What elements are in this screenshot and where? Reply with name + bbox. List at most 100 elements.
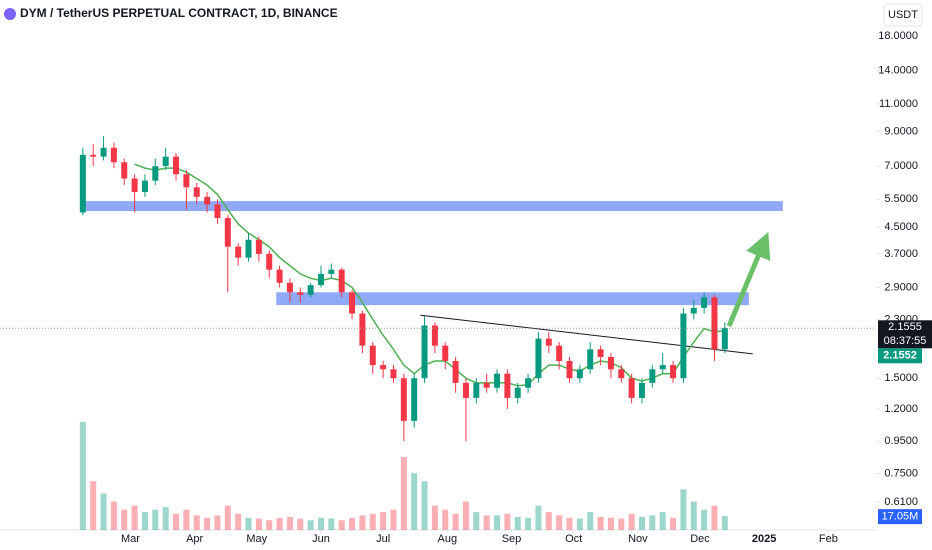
candle-body <box>638 382 645 398</box>
candle-body <box>338 269 345 293</box>
volume-bar <box>141 512 148 530</box>
volume-bar <box>659 512 666 530</box>
volume-bar <box>411 473 418 530</box>
volume-bar <box>711 505 718 530</box>
volume-bar <box>514 517 521 530</box>
currency-box[interactable] <box>883 3 923 27</box>
candle-body <box>576 369 583 379</box>
volume-bar <box>607 517 614 530</box>
candle-body <box>79 154 86 213</box>
volume-bar <box>597 517 604 530</box>
price-zone <box>80 201 783 212</box>
candle-body <box>431 325 438 346</box>
candle-body <box>649 369 656 383</box>
volume-bar <box>380 512 387 530</box>
x-tick-label: Nov <box>628 533 648 545</box>
candle-body <box>162 156 169 167</box>
candle-body <box>235 246 242 258</box>
candle-body <box>442 345 449 361</box>
candle-body <box>100 147 107 157</box>
candle-body <box>607 356 614 370</box>
candle-body <box>255 239 262 254</box>
x-tick-label: 2025 <box>752 533 776 545</box>
x-tick-label: Aug <box>438 533 458 545</box>
candle-body <box>452 360 459 383</box>
volume-bar <box>255 518 262 530</box>
x-tick-label: Jul <box>376 533 390 545</box>
candle-body <box>173 156 180 175</box>
volume-bar <box>286 517 293 530</box>
volume-bar <box>618 518 625 530</box>
x-tick-label: Feb <box>819 533 838 545</box>
candle-body <box>193 187 200 197</box>
volume-bar <box>121 509 128 530</box>
last-price-label: 2.1555 <box>888 321 922 333</box>
volume-bar <box>587 512 594 530</box>
candle-body <box>141 180 148 193</box>
candle-body <box>525 378 532 388</box>
price-zone <box>276 292 749 306</box>
candle-body <box>721 328 728 350</box>
candle-body <box>349 292 356 314</box>
volume-bar <box>224 505 231 530</box>
volume-bar <box>173 513 180 530</box>
volume-label-box <box>878 509 922 525</box>
trendline <box>420 314 753 355</box>
candle-body <box>328 269 335 274</box>
volume-bar <box>162 507 169 530</box>
volume-bar <box>193 515 200 530</box>
candle-body <box>286 282 293 293</box>
candle-body <box>545 338 552 346</box>
volume-bar <box>525 517 532 530</box>
candle-body <box>618 369 625 379</box>
candle-body <box>276 269 283 283</box>
candle-body <box>701 297 708 308</box>
volume-bar <box>214 515 221 530</box>
moving-average <box>134 163 725 387</box>
arrow <box>726 231 771 328</box>
candle-body <box>204 196 211 205</box>
x-tick-label: Sep <box>502 533 522 545</box>
volume-bar <box>266 520 273 530</box>
volume-label: 17.05M <box>882 511 919 523</box>
volume-bar <box>359 515 366 530</box>
volume-bar <box>701 509 708 530</box>
volume-bar <box>442 509 449 530</box>
x-tick-label: Jun <box>312 533 330 545</box>
volume-bar <box>670 517 677 530</box>
candle-body <box>131 178 138 193</box>
y-tick-label: 5.5000 <box>884 193 918 205</box>
volume-bar <box>431 505 438 530</box>
candle-body <box>400 378 407 421</box>
volume-bar <box>483 515 490 530</box>
x-tick-label: May <box>246 533 267 545</box>
volume-bar <box>204 517 211 530</box>
y-tick-label: 14.0000 <box>878 65 918 77</box>
candle-body <box>566 360 573 379</box>
currency[interactable]: USDT <box>888 9 918 21</box>
volume-bar <box>400 456 407 530</box>
candle-body <box>90 154 97 157</box>
y-tick-label: 9.0000 <box>884 125 918 137</box>
candle-body <box>597 349 604 357</box>
volume-bar <box>349 517 356 530</box>
volume-bar <box>328 518 335 530</box>
x-tick-label: Oct <box>565 533 582 545</box>
candle-body <box>317 273 324 286</box>
volume-bar <box>638 517 645 530</box>
volume-bar <box>566 517 573 530</box>
candle-body <box>421 325 428 379</box>
ma-label-box <box>878 348 922 364</box>
volume-bar <box>183 509 190 530</box>
y-tick-label: 2.9000 <box>884 281 918 293</box>
volume-bar <box>307 520 314 530</box>
countdown: 08:37:55 <box>884 335 927 347</box>
candle-body <box>473 382 480 398</box>
candle-body <box>504 373 511 398</box>
candle-body <box>214 204 221 219</box>
candle-body <box>711 297 718 350</box>
y-tick-label: 0.7500 <box>884 468 918 480</box>
y-tick-label: 3.7000 <box>884 248 918 260</box>
volume-bar <box>421 481 428 530</box>
